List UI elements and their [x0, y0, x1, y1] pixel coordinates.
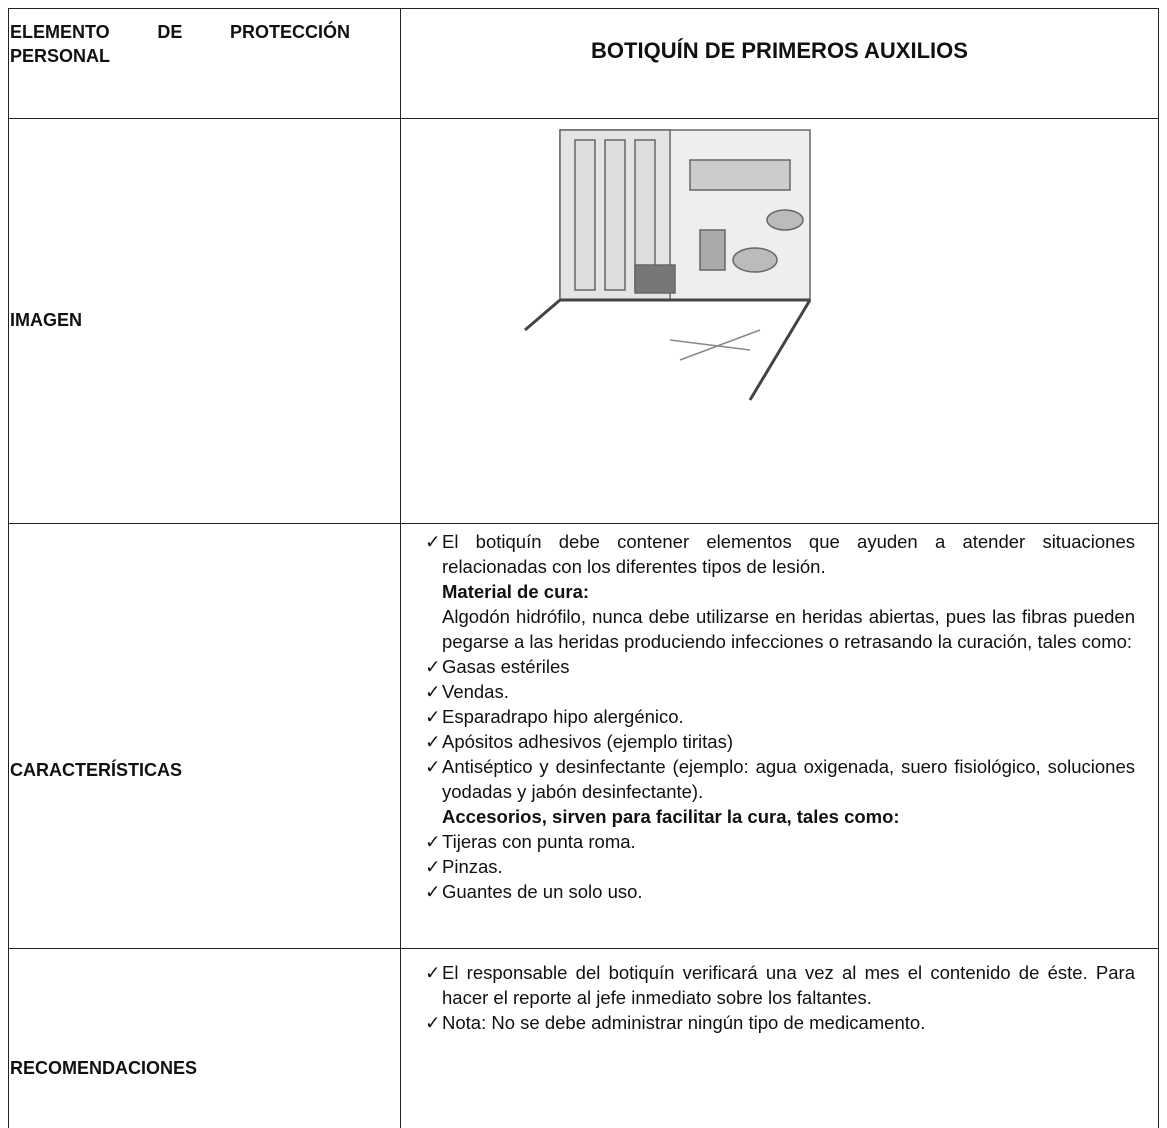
check-item: Vendas.: [425, 679, 1135, 704]
cell: [400, 118, 1159, 524]
check-item: Esparadrapo hipo alergénico.: [425, 704, 1135, 729]
subheading: Material de cura:: [442, 581, 590, 602]
check-item: Nota: No se debe administrar ningún tipo…: [425, 1010, 1135, 1035]
characteristics-content: El botiquín debe contener elementos que …: [425, 529, 1135, 904]
cell: [8, 118, 401, 524]
cell: [8, 948, 401, 1128]
check-item: Antiséptico y desinfectante (ejemplo: ag…: [425, 754, 1135, 804]
first-aid-kit-image: [524, 129, 812, 401]
list: Tijeras con punta roma.Pinzas.Guantes de…: [425, 829, 1135, 904]
check-item: El responsable del botiquín verificará u…: [425, 960, 1135, 1010]
subheading: Accesorios, sirven para facilitar la cur…: [442, 806, 900, 827]
check-item: Apósitos adhesivos (ejemplo tiritas): [425, 729, 1135, 754]
row-label: CARACTERÍSTICAS: [10, 760, 183, 780]
header-label: ELEMENTO DE PROTECCIÓN PERSONAL: [10, 22, 350, 66]
paragraph: Algodón hidrófilo, nunca debe utilizarse…: [442, 606, 1135, 652]
cell: [8, 523, 401, 949]
check-item: Tijeras con punta roma.: [425, 829, 1135, 854]
cell: [400, 8, 1159, 119]
check-item: Gasas estériles: [425, 654, 1135, 679]
check-item: Guantes de un solo uso.: [425, 879, 1135, 904]
cell: [400, 948, 1159, 1128]
cell: [400, 523, 1159, 949]
list: Gasas estérilesVendas.Esparadrapo hipo a…: [425, 654, 1135, 804]
check-item: El botiquín debe contener elementos que …: [425, 529, 1135, 579]
cell: [8, 8, 401, 119]
header-title: BOTIQUÍN DE PRIMEROS AUXILIOS: [591, 38, 968, 63]
row-label: RECOMENDACIONES: [10, 1058, 198, 1078]
check-item: Pinzas.: [425, 854, 1135, 879]
row-label: IMAGEN: [10, 310, 82, 330]
recommendations-content: El responsable del botiquín verificará u…: [425, 960, 1135, 1035]
